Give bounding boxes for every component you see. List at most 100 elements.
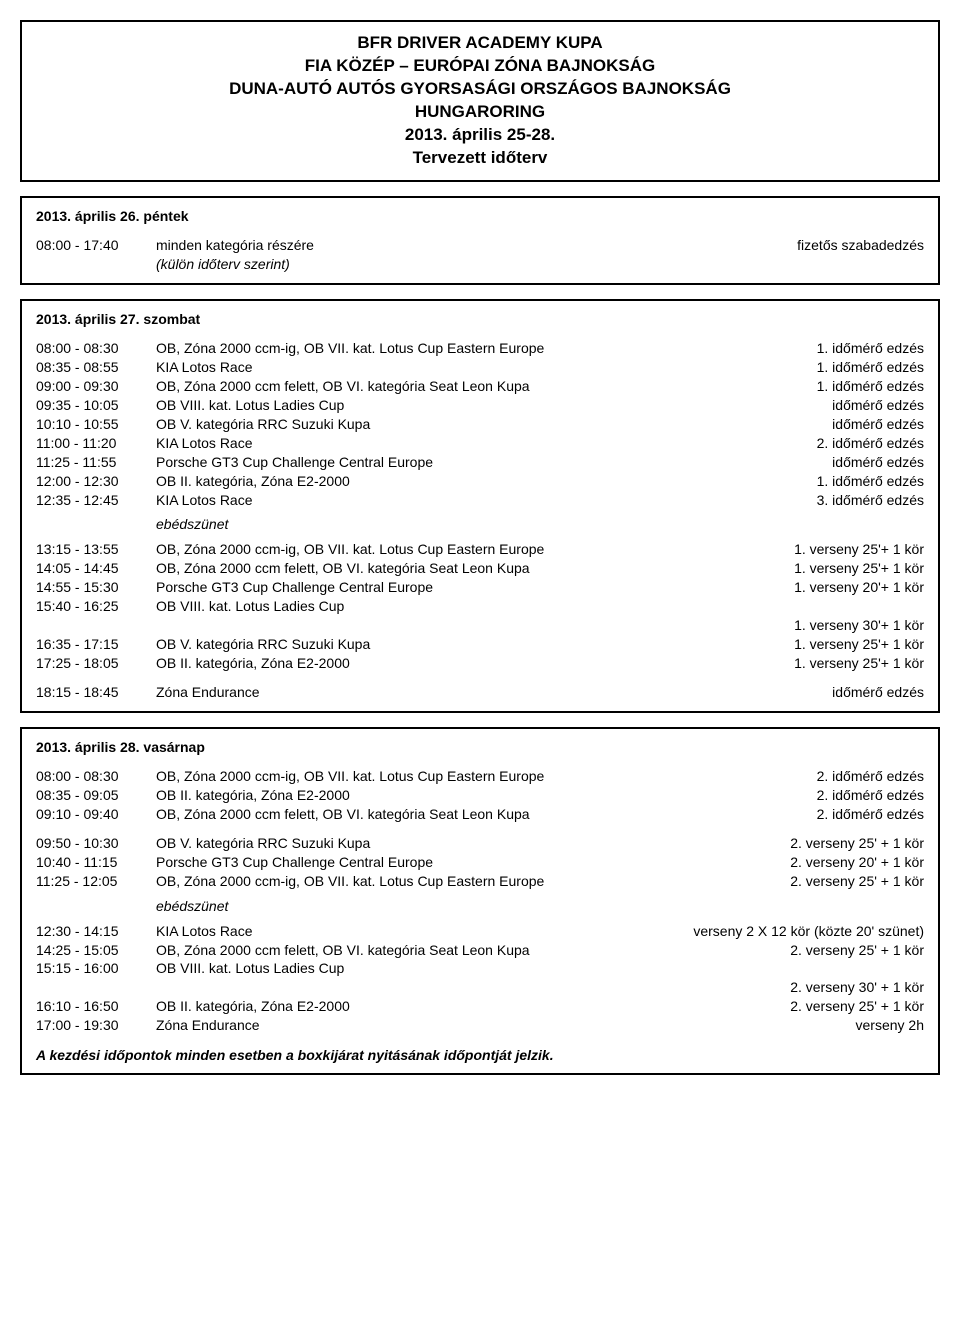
desc-cell: Zóna Endurance	[156, 1016, 644, 1035]
desc-cell: OB II. kategória, Zóna E2-2000	[156, 654, 734, 673]
schedule-row: 09:35 - 10:05OB VIII. kat. Lotus Ladies …	[36, 396, 924, 415]
header-line-5: 2013. április 25-28.	[36, 124, 924, 147]
desc-cell: OB, Zóna 2000 ccm felett, OB VI. kategór…	[156, 559, 734, 578]
schedule-row: 08:00 - 17:40 minden kategória részére f…	[36, 236, 924, 255]
desc-cell: KIA Lotos Race	[156, 358, 734, 377]
desc-cell: OB II. kategória, Zóna E2-2000	[156, 786, 734, 805]
schedule-row: 08:35 - 09:05OB II. kategória, Zóna E2-2…	[36, 786, 924, 805]
footnote: A kezdési időpontok minden esetben a box…	[36, 1047, 924, 1063]
break-label: ebédszünet	[156, 891, 734, 922]
time-cell: 08:35 - 08:55	[36, 358, 156, 377]
schedule-row: 08:35 - 08:55KIA Lotos Race1. időmérő ed…	[36, 358, 924, 377]
schedule-row: 08:00 - 08:30OB, Zóna 2000 ccm-ig, OB VI…	[36, 339, 924, 358]
schedule-row: 1. verseny 30'+ 1 kör	[36, 616, 924, 635]
schedule-row: 08:00 - 08:30OB, Zóna 2000 ccm-ig, OB VI…	[36, 767, 924, 786]
saturday-block-3: 18:15 - 18:45Zóna Enduranceidőmérő edzés	[36, 683, 924, 702]
header-line-3: DUNA-AUTÓ AUTÓS GYORSASÁGI ORSZÁGOS BAJN…	[36, 78, 924, 101]
desc-cell: (külön időterv szerint)	[156, 255, 734, 274]
note-cell: 2. időmérő edzés	[734, 767, 924, 786]
note-cell: időmérő edzés	[734, 683, 924, 702]
schedule-row: 10:40 - 11:15Porsche GT3 Cup Challenge C…	[36, 853, 924, 872]
schedule-row: 14:05 - 14:45OB, Zóna 2000 ccm felett, O…	[36, 559, 924, 578]
time-cell	[36, 616, 156, 635]
desc-cell: OB, Zóna 2000 ccm-ig, OB VII. kat. Lotus…	[156, 767, 734, 786]
schedule-row: 09:00 - 09:30OB, Zóna 2000 ccm felett, O…	[36, 377, 924, 396]
desc-cell: OB, Zóna 2000 ccm felett, OB VI. kategór…	[156, 805, 734, 824]
desc-cell: Porsche GT3 Cup Challenge Central Europe	[156, 453, 734, 472]
note-cell: 1. verseny 30'+ 1 kör	[734, 616, 924, 635]
desc-cell: OB, Zóna 2000 ccm felett, OB VI. kategór…	[156, 941, 644, 960]
time-cell: 18:15 - 18:45	[36, 683, 156, 702]
time-cell: 11:00 - 11:20	[36, 434, 156, 453]
time-cell: 10:40 - 11:15	[36, 853, 156, 872]
note-cell: 1. verseny 25'+ 1 kör	[734, 540, 924, 559]
desc-cell: Porsche GT3 Cup Challenge Central Europe	[156, 853, 734, 872]
friday-title: 2013. április 26. péntek	[36, 208, 924, 224]
desc-cell: OB II. kategória, Zóna E2-2000	[156, 997, 644, 1016]
schedule-row: 17:25 - 18:05OB II. kategória, Zóna E2-2…	[36, 654, 924, 673]
sunday-title: 2013. április 28. vasárnap	[36, 739, 924, 755]
desc-cell: OB, Zóna 2000 ccm-ig, OB VII. kat. Lotus…	[156, 339, 734, 358]
time-cell: 17:25 - 18:05	[36, 654, 156, 673]
break-label: ebédszünet	[156, 509, 734, 540]
note-cell	[734, 509, 924, 540]
desc-cell	[156, 978, 644, 997]
time-cell: 17:00 - 19:30	[36, 1016, 156, 1035]
time-cell: 14:55 - 15:30	[36, 578, 156, 597]
lunch-break-row: ebédszünet	[36, 509, 924, 540]
desc-cell: OB V. kategória RRC Suzuki Kupa	[156, 834, 734, 853]
header-line-1: BFR DRIVER ACADEMY KUPA	[36, 32, 924, 55]
note-cell: verseny 2h	[644, 1016, 924, 1035]
time-cell: 16:10 - 16:50	[36, 997, 156, 1016]
desc-cell: OB V. kategória RRC Suzuki Kupa	[156, 635, 734, 654]
time-cell: 12:30 - 14:15	[36, 922, 156, 941]
sunday-block-3: 12:30 - 14:15KIA Lotos Raceverseny 2 X 1…	[36, 922, 924, 1035]
note-cell: 3. időmérő edzés	[734, 491, 924, 510]
desc-cell: Porsche GT3 Cup Challenge Central Europe	[156, 578, 734, 597]
note-cell: 2. verseny 20' + 1 kör	[734, 853, 924, 872]
time-cell: 13:15 - 13:55	[36, 540, 156, 559]
time-cell	[36, 978, 156, 997]
saturday-box: 2013. április 27. szombat 08:00 - 08:30O…	[20, 299, 940, 713]
time-cell: 09:00 - 09:30	[36, 377, 156, 396]
time-cell: 08:00 - 08:30	[36, 767, 156, 786]
time-cell: 14:25 - 15:05	[36, 941, 156, 960]
schedule-row: 16:10 - 16:50OB II. kategória, Zóna E2-2…	[36, 997, 924, 1016]
note-cell: 2. verseny 25' + 1 kör	[734, 872, 924, 891]
time-cell: 09:10 - 09:40	[36, 805, 156, 824]
sunday-block-1: 08:00 - 08:30OB, Zóna 2000 ccm-ig, OB VI…	[36, 767, 924, 824]
note-cell	[734, 597, 924, 616]
schedule-row: 11:25 - 12:05OB, Zóna 2000 ccm-ig, OB VI…	[36, 872, 924, 891]
saturday-title: 2013. április 27. szombat	[36, 311, 924, 327]
time-cell: 09:35 - 10:05	[36, 396, 156, 415]
desc-cell: Zóna Endurance	[156, 683, 734, 702]
time-cell: 11:25 - 12:05	[36, 872, 156, 891]
header-line-6: Tervezett időterv	[36, 147, 924, 170]
schedule-row: 2. verseny 30' + 1 kör	[36, 978, 924, 997]
desc-cell: KIA Lotos Race	[156, 491, 734, 510]
note-cell	[734, 891, 924, 922]
time-cell: 08:00 - 08:30	[36, 339, 156, 358]
schedule-row: 12:30 - 14:15KIA Lotos Raceverseny 2 X 1…	[36, 922, 924, 941]
saturday-block-2: 13:15 - 13:55OB, Zóna 2000 ccm-ig, OB VI…	[36, 540, 924, 672]
time-cell: 08:35 - 09:05	[36, 786, 156, 805]
time-cell	[36, 891, 156, 922]
time-cell: 14:05 - 14:45	[36, 559, 156, 578]
note-cell: 1. verseny 25'+ 1 kör	[734, 559, 924, 578]
time-cell: 12:00 - 12:30	[36, 472, 156, 491]
sunday-block-2: 09:50 - 10:30OB V. kategória RRC Suzuki …	[36, 834, 924, 891]
schedule-row: 11:25 - 11:55Porsche GT3 Cup Challenge C…	[36, 453, 924, 472]
desc-cell: OB VIII. kat. Lotus Ladies Cup	[156, 597, 734, 616]
schedule-row: 11:00 - 11:20KIA Lotos Race2. időmérő ed…	[36, 434, 924, 453]
schedule-row: 17:00 - 19:30Zóna Enduranceverseny 2h	[36, 1016, 924, 1035]
time-cell	[36, 255, 156, 274]
desc-cell: OB V. kategória RRC Suzuki Kupa	[156, 415, 734, 434]
note-cell: 1. időmérő edzés	[734, 377, 924, 396]
time-cell: 11:25 - 11:55	[36, 453, 156, 472]
note-cell: 2. verseny 25' + 1 kör	[644, 997, 924, 1016]
desc-cell: minden kategória részére	[156, 236, 734, 255]
note-cell: 2. verseny 25' + 1 kör	[734, 834, 924, 853]
desc-cell: KIA Lotos Race	[156, 922, 644, 941]
note-cell: időmérő edzés	[734, 415, 924, 434]
schedule-row: 14:55 - 15:30Porsche GT3 Cup Challenge C…	[36, 578, 924, 597]
